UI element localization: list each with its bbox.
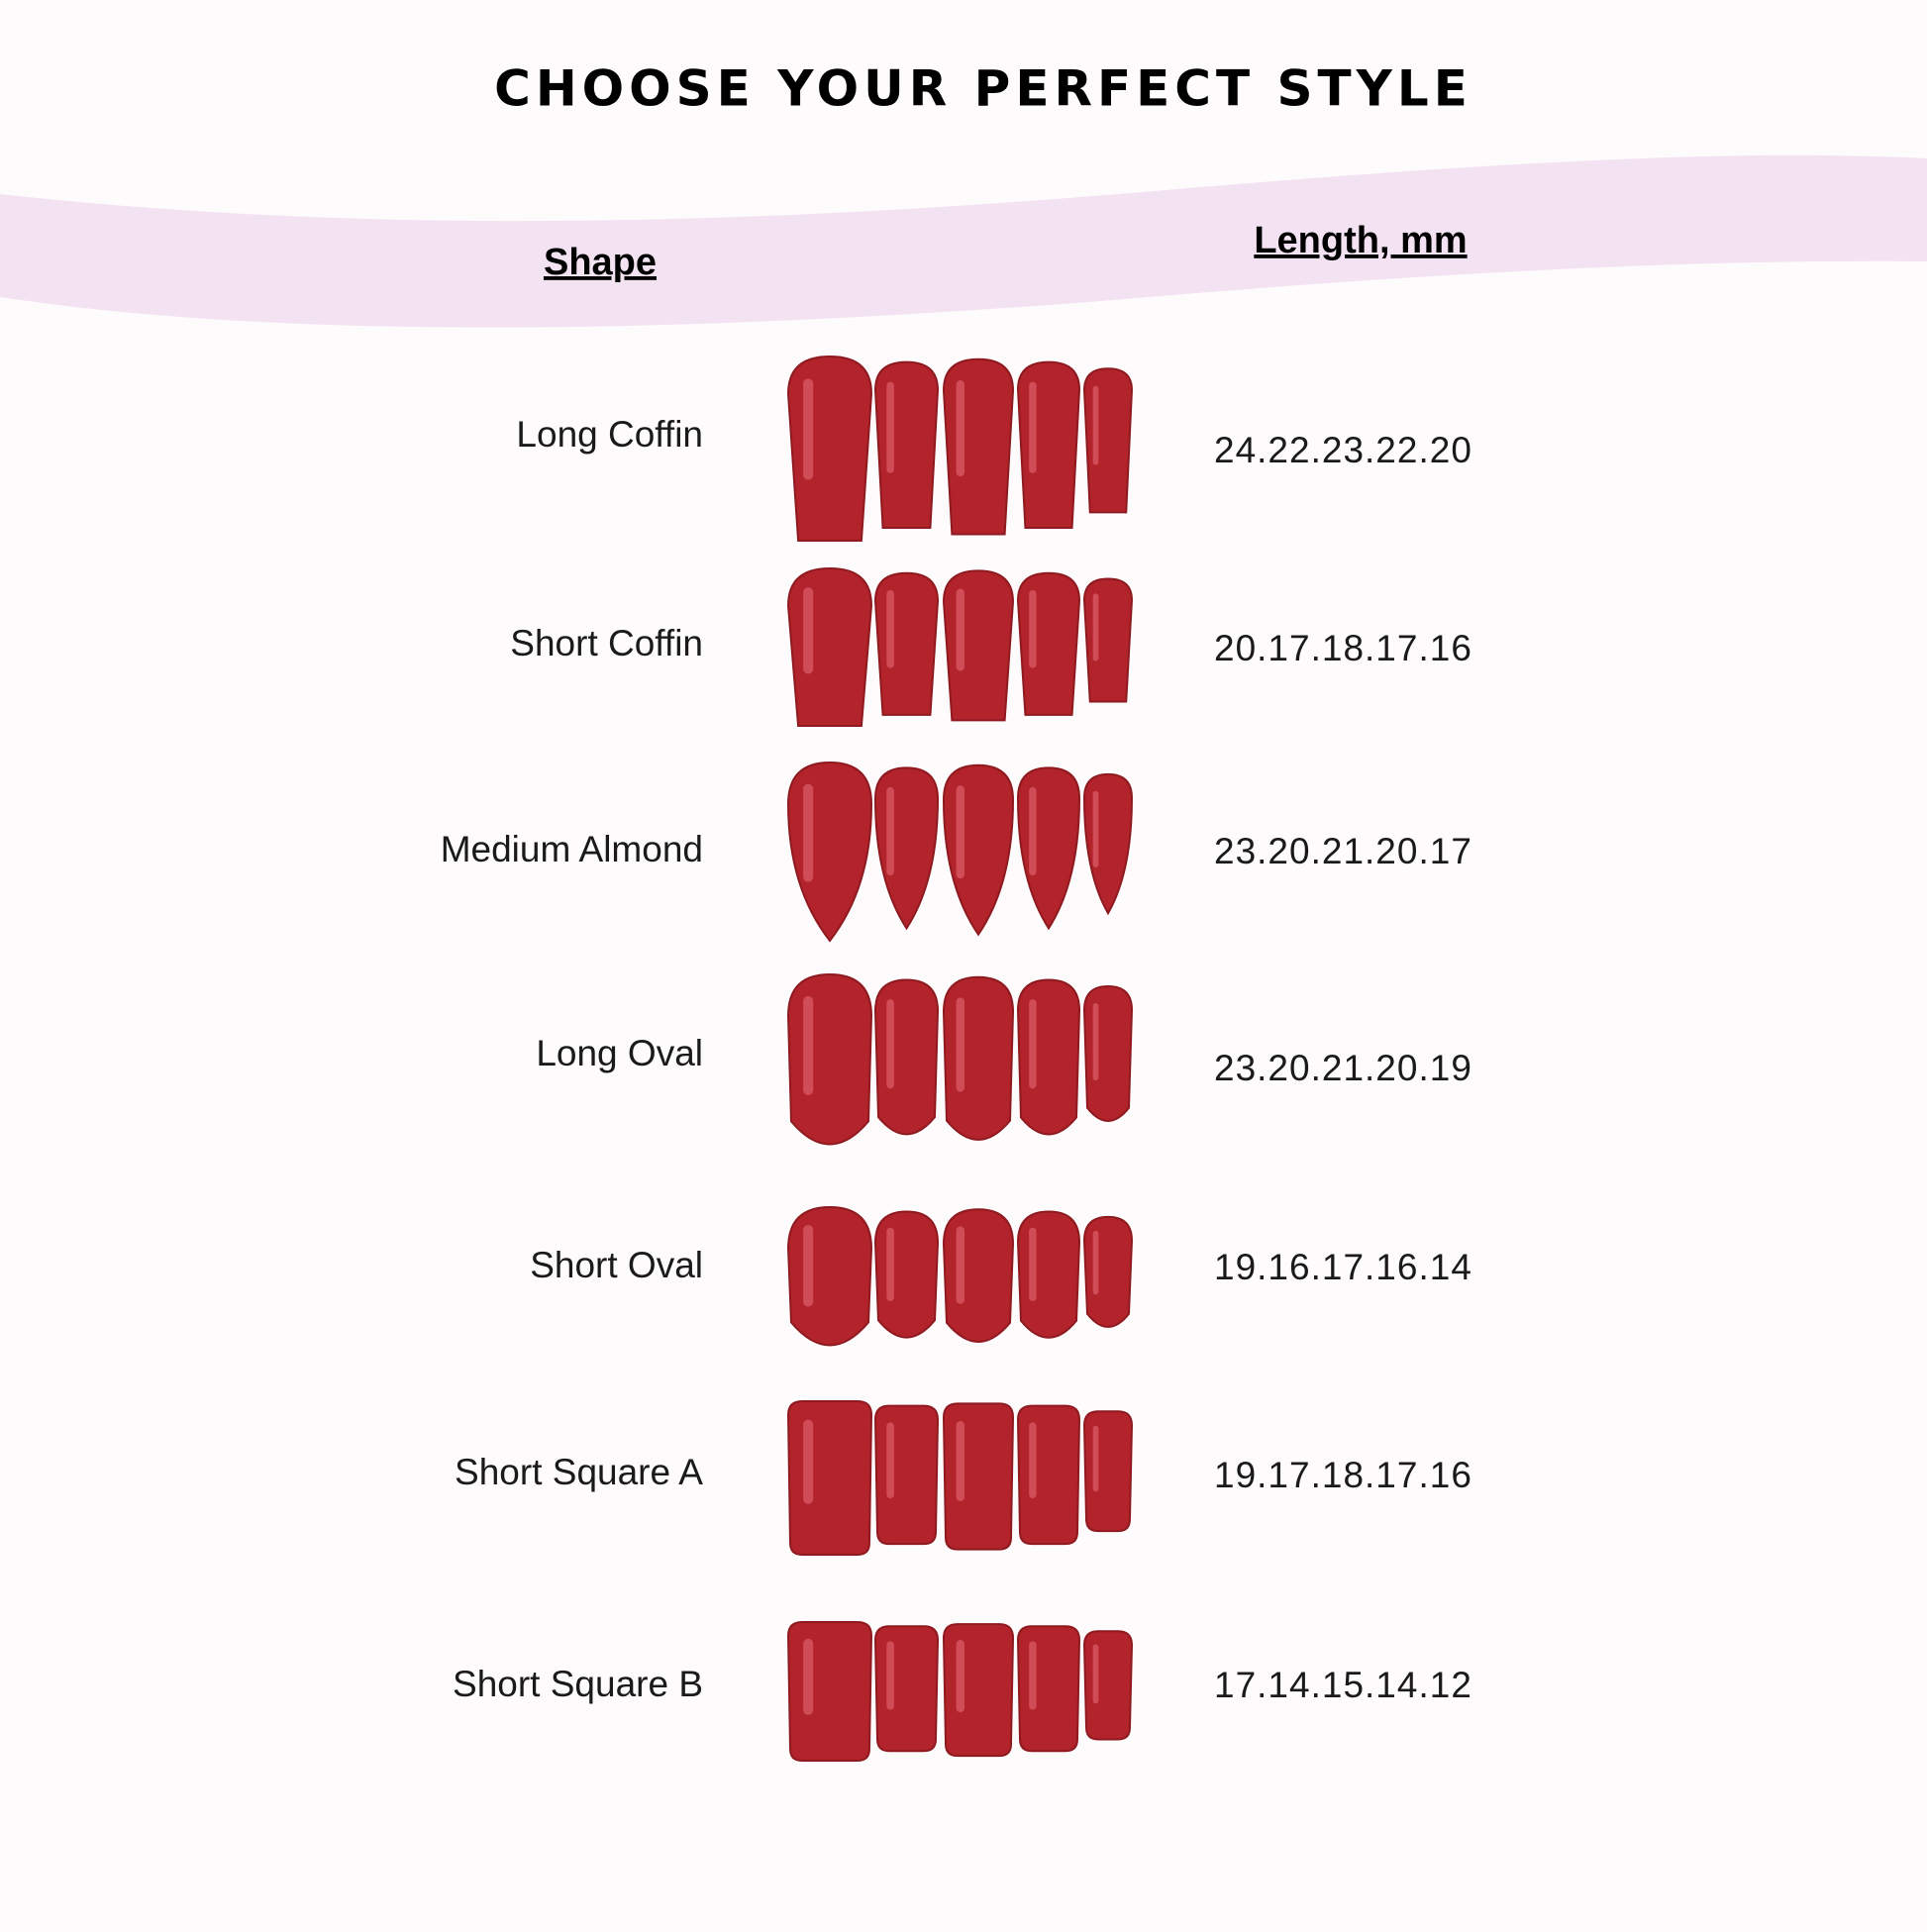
nail-shine	[886, 589, 894, 668]
length-values: 24.22.23.22.20	[1214, 430, 1472, 470]
nail-shine	[1092, 1003, 1099, 1081]
shape-name: Short Square B	[453, 1664, 703, 1704]
length-values: 20.17.18.17.16	[1214, 628, 1472, 668]
nail-shine	[1029, 589, 1037, 668]
shape-name: Short Oval	[530, 1245, 703, 1285]
nail-shine	[1029, 786, 1037, 875]
nail	[942, 975, 1015, 1141]
length-values: 23.20.21.20.19	[1214, 1048, 1472, 1088]
shape-name: Short Coffin	[510, 623, 703, 663]
nail	[786, 972, 873, 1146]
nail	[873, 1404, 940, 1546]
nail	[786, 566, 873, 727]
nail-shine	[803, 378, 814, 480]
nail	[873, 360, 940, 529]
nail	[1082, 1410, 1134, 1533]
nail-shine	[803, 587, 814, 674]
nail	[1016, 1404, 1081, 1546]
nail	[1016, 571, 1081, 716]
nail-shine	[803, 995, 814, 1095]
column-header: Shape	[544, 242, 657, 283]
nail	[786, 1621, 873, 1762]
nail-shine	[886, 381, 894, 473]
nail-shine	[1029, 1422, 1037, 1499]
nail-shine	[956, 588, 964, 671]
nail	[873, 1210, 940, 1339]
nail-shine	[1029, 999, 1037, 1089]
nail-shine	[1092, 385, 1099, 465]
shape-name: Long Coffin	[516, 414, 703, 455]
length-values: 19.17.18.17.16	[1214, 1455, 1472, 1495]
nail	[1016, 360, 1081, 529]
nail-shine	[1092, 790, 1099, 867]
nail-shine	[1092, 1644, 1099, 1704]
nail-shine	[1092, 1425, 1099, 1492]
nail	[1016, 1625, 1081, 1753]
nail-shine	[956, 997, 964, 1092]
nail-shine	[1092, 1230, 1099, 1295]
nail-shine	[886, 1641, 894, 1710]
length-values: 19.16.17.16.14	[1214, 1247, 1472, 1287]
nail-shine	[803, 1638, 814, 1715]
nail-shine	[886, 786, 894, 875]
nail-shine	[956, 1420, 964, 1501]
nail	[942, 357, 1015, 536]
nail-shine	[1029, 381, 1037, 473]
nail-shine	[956, 379, 964, 477]
nail-shine	[956, 1226, 964, 1304]
nail-shine	[956, 785, 964, 879]
title: CHOOSE YOUR PERFECT STYLE	[494, 60, 1472, 118]
column-header: Length, mm	[1254, 220, 1467, 261]
nail	[786, 355, 873, 542]
nail	[1082, 1215, 1134, 1328]
nail	[942, 1402, 1015, 1551]
nail	[942, 1208, 1015, 1343]
nail-shine	[1092, 593, 1099, 661]
nail-shine	[886, 1227, 894, 1301]
nail	[1082, 1630, 1134, 1741]
nail	[942, 1623, 1015, 1758]
nail	[1082, 985, 1134, 1122]
nail-shine	[1029, 1227, 1037, 1301]
nail	[942, 569, 1015, 722]
nail	[873, 978, 940, 1136]
nail	[1016, 1210, 1081, 1339]
shape-name: Medium Almond	[441, 829, 703, 869]
length-values: 17.14.15.14.12	[1214, 1665, 1472, 1705]
nail	[786, 1400, 873, 1556]
nail-shine	[886, 1422, 894, 1499]
nail	[1082, 577, 1134, 703]
header-band	[0, 154, 1927, 328]
nail	[1082, 367, 1134, 514]
nail-shine	[1029, 1641, 1037, 1710]
nail-shine	[803, 1225, 814, 1307]
nail-shine	[886, 999, 894, 1089]
nail	[1016, 978, 1081, 1136]
nail-shine	[956, 1640, 964, 1713]
rows: Long Coffin 24.22.23.22.20 Short Coffin 20.…	[441, 355, 1472, 1762]
nail	[873, 1625, 940, 1753]
nail	[873, 571, 940, 716]
shape-name: Long Oval	[536, 1033, 703, 1073]
nail-shine	[803, 783, 814, 882]
nail	[786, 1205, 873, 1347]
shape-name: Short Square A	[455, 1452, 703, 1492]
nail-shine	[803, 1419, 814, 1504]
length-values: 23.20.21.20.17	[1214, 831, 1472, 871]
